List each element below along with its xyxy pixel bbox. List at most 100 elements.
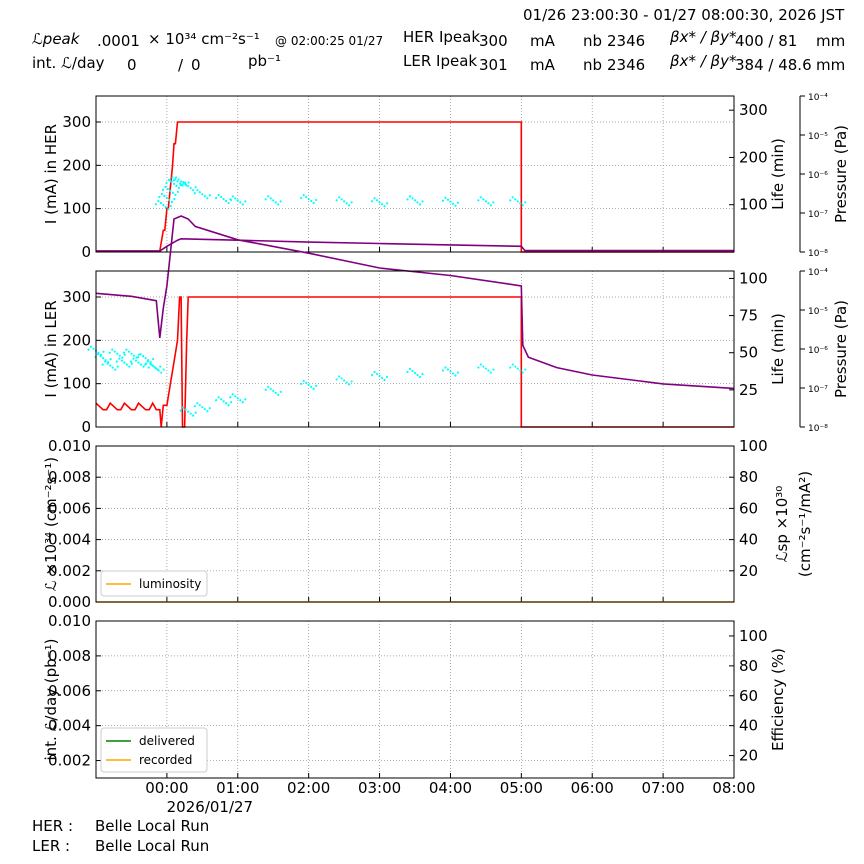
lifetime-point (152, 365, 155, 368)
y-right-tick-label: 60 (739, 499, 758, 517)
lifetime-point (340, 377, 343, 380)
y-tick-label: 0.006 (48, 499, 91, 517)
lifetime-point (198, 404, 201, 407)
lifetime-point (208, 194, 211, 197)
lifetime-point (274, 391, 277, 394)
lifetime-point (385, 202, 389, 205)
lifetime-point (122, 351, 126, 354)
y-tick-label: 0.004 (48, 717, 91, 735)
y-right-tick-label: 300 (739, 101, 768, 119)
her-ipeak-label: HER Ipeak (403, 28, 480, 46)
ler-ipeak-label: LER Ipeak (403, 52, 478, 70)
lifetime-point (380, 203, 384, 206)
lifetime-point (171, 176, 174, 179)
pressure-line (96, 237, 734, 252)
lifetime-point (487, 369, 490, 372)
lifetime-point (519, 202, 522, 205)
lifetime-point (411, 197, 414, 200)
lifetime-point (168, 179, 172, 182)
ler-beta-label: βx* / βy* (670, 52, 737, 70)
lifetime-point (159, 365, 162, 368)
lifetime-point (196, 402, 199, 405)
y-right-tick-label: 100 (739, 269, 768, 287)
lifetime-point (375, 199, 379, 202)
lifetime-point (152, 358, 155, 361)
int-lumi-unit: pb⁻¹ (248, 52, 281, 70)
lifetime-point (130, 352, 133, 355)
lifetime-point (451, 202, 455, 205)
pressure-tick-label: 10⁻⁶ (808, 346, 828, 356)
y-tick-label: 100 (62, 200, 91, 218)
lifetime-point (509, 199, 512, 202)
lifetime-point (192, 189, 195, 192)
lifetime-point (89, 345, 93, 348)
lifetime-point (375, 372, 379, 376)
pressure-tick-label: 10⁻⁴ (808, 93, 828, 103)
lifetime-point (272, 199, 275, 202)
lifetime-point (101, 363, 104, 366)
y-tick-label: 0.002 (48, 562, 91, 580)
lifetime-point (220, 195, 223, 199)
current-line (96, 121, 734, 253)
lifetime-point (269, 387, 272, 390)
x-date-label: 2026/01/27 (167, 798, 253, 816)
lifetime-point (116, 365, 119, 368)
lifetime-point (338, 375, 341, 378)
y-right-axis-label: Life (min) (769, 138, 787, 210)
lifetime-point (227, 404, 230, 407)
lifetime-point (111, 348, 114, 351)
lifetime-point (169, 189, 172, 193)
lifetime-point (416, 373, 419, 377)
lifetime-point (109, 358, 112, 361)
legend-label: delivered (139, 734, 195, 748)
lifetime-point (184, 183, 187, 186)
lifetime-point (118, 357, 121, 360)
ler-beta-value: 384 / 48.6 (735, 56, 812, 74)
lifetime-point (482, 198, 485, 201)
lifetime-point (137, 356, 140, 359)
lifetime-point (350, 201, 353, 204)
lifetime-point (104, 360, 107, 363)
lifetime-point (164, 185, 167, 189)
x-tick-label: 07:00 (641, 779, 684, 797)
plot-frame (95, 620, 735, 779)
lifetime-point (177, 186, 181, 189)
lifetime-point (305, 381, 308, 384)
lifetime-point (132, 357, 135, 360)
y-right-axis-label: Life (min) (769, 313, 787, 385)
y-tick-label: 200 (62, 156, 91, 174)
pressure-tick-label: 10⁻⁴ (808, 268, 828, 278)
int-lumi-delivered: 0 (127, 56, 137, 74)
lifetime-point (370, 200, 374, 203)
y-tick-label: 0.004 (48, 531, 91, 549)
lifetime-point (229, 198, 232, 201)
lifetime-point (147, 366, 150, 369)
lifetime-point (179, 409, 182, 412)
lifetime-point (158, 195, 161, 199)
lifetime-point (194, 186, 197, 189)
lifetime-point (144, 357, 147, 360)
lifetime-point (116, 352, 119, 355)
pressure-line (95, 215, 735, 390)
lifetime-point (487, 202, 490, 205)
lifetime-point (170, 200, 173, 204)
lifetime-point (315, 198, 318, 202)
legend-label: recorded (139, 753, 192, 767)
lifetime-point (514, 198, 517, 201)
lifetime-point (524, 201, 527, 204)
lifetime-point (239, 399, 242, 402)
lifetime-point (383, 378, 386, 382)
pressure-tick-label: 10⁻⁸ (808, 424, 828, 434)
pressure-tick-label: 10⁻⁵ (808, 307, 828, 317)
lifetime-point (222, 197, 225, 201)
x-tick-label: 01:00 (216, 779, 259, 797)
lifetime-point (101, 357, 105, 360)
lifetime-point (189, 412, 192, 415)
plot-frame (95, 445, 735, 603)
lifetime-point (449, 370, 452, 373)
lifetime-point (477, 366, 480, 369)
lifetime-point (179, 184, 182, 187)
ler-nb-label: nb (583, 56, 603, 74)
footer-her-label: HER : (32, 817, 74, 835)
lifetime-point (127, 350, 131, 353)
